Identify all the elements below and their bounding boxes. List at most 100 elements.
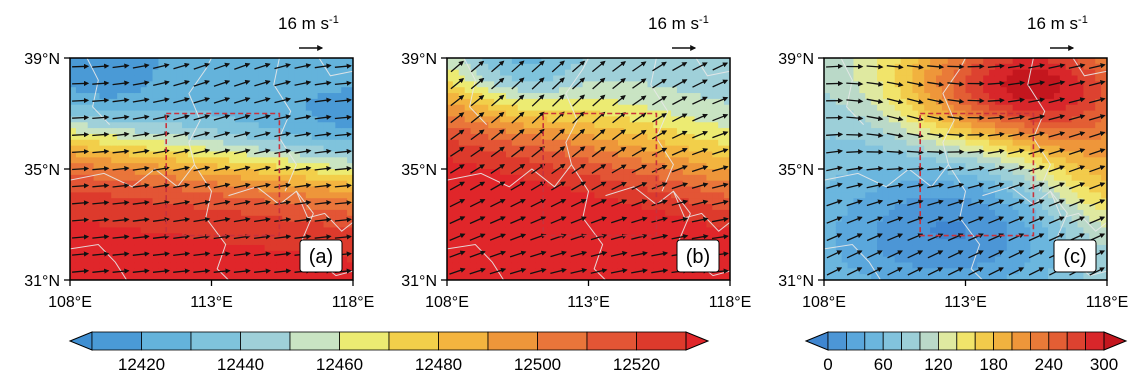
shade-cell xyxy=(960,146,967,152)
shade-cell xyxy=(329,227,336,233)
shade-cell xyxy=(229,151,236,157)
shade-cell xyxy=(117,204,124,210)
shade-cell xyxy=(853,128,860,134)
shade-cell xyxy=(859,187,866,193)
shade-cell xyxy=(129,87,136,93)
shade-cell xyxy=(229,239,236,245)
shade-cell xyxy=(459,204,466,210)
shade-cell xyxy=(141,64,148,70)
shade-cell xyxy=(147,262,154,268)
shade-cell xyxy=(76,93,83,99)
shade-cell xyxy=(329,105,336,111)
shade-cell xyxy=(924,227,931,233)
shade-cell xyxy=(182,192,189,198)
shade-cell xyxy=(329,140,336,146)
shade-cell xyxy=(170,58,177,64)
shade-cell xyxy=(535,210,542,216)
shade-cell xyxy=(853,245,860,251)
shade-cell xyxy=(182,76,189,82)
shade-cell xyxy=(895,169,902,175)
shade-cell xyxy=(859,157,866,163)
shade-cell xyxy=(265,76,272,82)
shade-cell xyxy=(636,87,643,93)
shade-cell xyxy=(341,175,348,181)
shade-cell xyxy=(895,204,902,210)
shade-cell xyxy=(259,93,266,99)
shade-cell xyxy=(960,70,967,76)
shade-cell xyxy=(164,93,171,99)
shade-cell xyxy=(259,70,266,76)
shade-cell xyxy=(706,134,713,140)
shade-cell xyxy=(164,245,171,251)
shade-cell xyxy=(895,87,902,93)
shade-cell xyxy=(294,222,301,228)
shade-cell xyxy=(176,70,183,76)
shade-cell xyxy=(630,181,637,187)
shade-cell xyxy=(624,192,631,198)
shade-cell xyxy=(695,175,702,181)
shade-cell xyxy=(589,93,596,99)
shade-cell xyxy=(960,257,967,263)
lat-tick-label: 35°N xyxy=(24,162,60,179)
shade-cell xyxy=(182,122,189,128)
shade-cell xyxy=(99,192,106,198)
shade-cell xyxy=(105,64,112,70)
shade-cell xyxy=(282,87,289,93)
panel-a-lat-ticks: 39°N35°N31°N xyxy=(24,51,70,290)
shade-cell xyxy=(541,157,548,163)
shade-cell xyxy=(329,157,336,163)
shade-cell xyxy=(117,192,124,198)
shade-cell xyxy=(158,204,165,210)
shade-cell xyxy=(306,58,313,64)
shade-cell xyxy=(524,245,531,251)
shade-cell xyxy=(642,245,649,251)
shade-cell xyxy=(612,128,619,134)
shade-cell xyxy=(883,245,890,251)
shade-cell xyxy=(618,105,625,111)
shade-cell xyxy=(459,140,466,146)
shade-cell xyxy=(877,58,884,64)
shade-cell xyxy=(459,222,466,228)
shade-cell xyxy=(259,239,266,245)
shade-cell xyxy=(459,151,466,157)
shade-cell xyxy=(565,58,572,64)
shade-cell xyxy=(465,204,472,210)
shade-cell xyxy=(912,222,919,228)
shade-cell xyxy=(447,122,454,128)
shade-cell xyxy=(589,58,596,64)
shade-cell xyxy=(324,192,331,198)
shade-cell xyxy=(630,122,637,128)
shade-cell xyxy=(194,87,201,93)
shade-cell xyxy=(182,262,189,268)
shade-cell xyxy=(541,239,548,245)
shade-cell xyxy=(235,146,242,152)
shade-cell xyxy=(300,122,307,128)
shade-cell xyxy=(936,245,943,251)
shade-cell xyxy=(111,70,118,76)
shade-cell xyxy=(618,175,625,181)
shade-cell xyxy=(836,81,843,87)
shade-cell xyxy=(170,251,177,257)
shade-cell xyxy=(630,157,637,163)
shade-cell xyxy=(300,140,307,146)
shade-cell xyxy=(524,93,531,99)
shade-cell xyxy=(512,76,518,82)
shade-cell xyxy=(447,128,454,134)
shade-cell xyxy=(259,122,266,128)
shade-cell xyxy=(300,111,307,117)
shade-cell xyxy=(482,216,489,222)
shade-cell xyxy=(241,93,248,99)
shade-cell xyxy=(147,151,154,157)
shade-cell xyxy=(701,87,708,93)
shade-cell xyxy=(671,146,678,152)
shade-cell xyxy=(630,257,637,263)
shade-cell xyxy=(895,210,902,216)
shade-cell xyxy=(530,76,537,82)
shade-cell xyxy=(594,192,601,198)
shade-cell xyxy=(482,140,489,146)
shade-cell xyxy=(265,105,272,111)
shade-cell xyxy=(853,70,860,76)
shade-cell xyxy=(871,262,878,268)
shade-cell xyxy=(223,134,230,140)
shade-cell xyxy=(553,76,560,82)
